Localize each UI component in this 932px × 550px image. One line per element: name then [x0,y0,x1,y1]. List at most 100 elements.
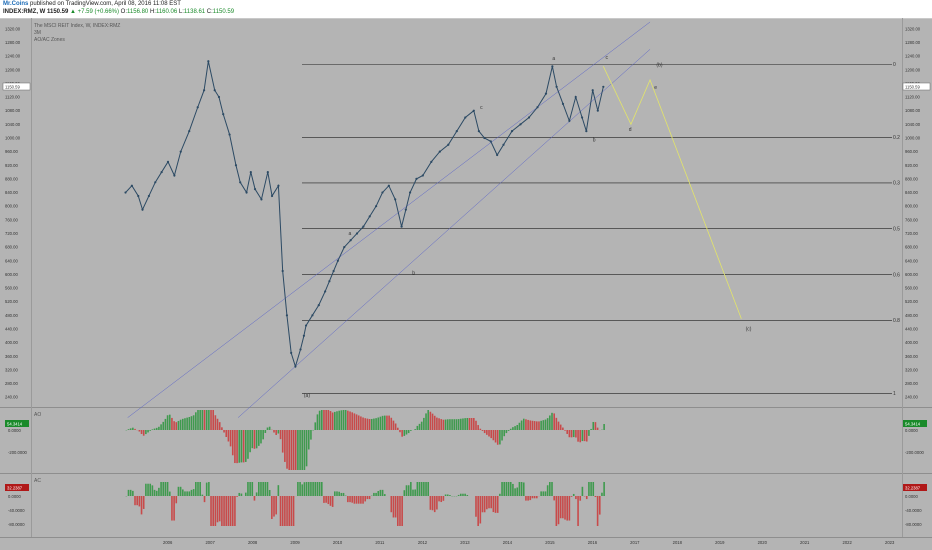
ac-bar [162,482,165,496]
price-point [430,160,433,163]
ac-bar [457,494,460,496]
y-tick-left-5: 1120.00 [5,95,20,100]
fib-level-label-5: 0.8 [893,318,900,324]
ao-bar [347,410,349,430]
price-axis-right[interactable]: 1320.001280.001240.001200.001160.001120.… [905,26,921,399]
ao-bar [449,419,451,430]
fibonacci-retracement[interactable]: 0 0.2 0.3 0.5 0.6 0.8 1 [302,62,900,397]
ao-bar [186,417,188,430]
ac-bar [281,496,284,526]
price-badge-right: 1150.59 [902,82,931,91]
ao-bar [383,415,386,430]
ao-bar [290,430,293,470]
ao-bar [373,418,375,430]
ao-bar [577,430,579,442]
wave-label-10: (c) [746,327,752,333]
ao-bar [425,413,427,430]
ao-bar [277,430,280,434]
price-point [304,324,308,327]
ac-bar [173,496,175,521]
ac-bar [168,491,171,496]
ao-bar [459,418,462,430]
ao-bar [227,430,230,442]
ao-bar [292,430,295,470]
ac-bar [132,490,134,496]
ac-bar [301,484,304,496]
y-tick-right-27: 240.00 [905,395,918,400]
y-tick-right-7: 1040.00 [905,122,921,127]
ac-bar [479,496,482,524]
y-tick-left-20: 520.00 [5,299,18,304]
close-value: 1150.59 [212,9,235,15]
ao-bar [249,430,251,453]
ac-bar [598,496,601,515]
wave-label-7: a [349,231,352,237]
ao-bar [462,418,464,430]
ac-bar [186,491,188,496]
ao-bar [251,430,254,449]
ao-bar [334,411,336,430]
ao-bar [147,430,149,433]
ao-bar [583,430,586,442]
ac-bar [323,496,325,503]
ac-labels: AC 32.2387 32.2387 0.0000 -40.0000 -80.0… [5,478,927,527]
ac-bar [234,496,236,526]
ac-bar [546,485,549,496]
y-tick-right-3: 1200.00 [905,67,921,72]
y-tick-right-12: 840.00 [905,190,918,195]
ao-bar [585,430,588,442]
ac-tick-left-1: -40.0000 [8,508,25,513]
ac-bar [596,496,599,526]
ac-bar [260,482,262,496]
wave-label-4: d [629,127,632,133]
ac-bar [236,496,238,497]
projection-path[interactable] [602,66,742,319]
ac-tick-right-1: -40.0000 [905,508,922,513]
ao-bar [397,427,399,430]
ac-bar [475,496,477,517]
price-point [496,153,499,157]
time-axis[interactable]: 2006 2007 2008 2009 2010 2011 2012 2013 2014 2015… [163,540,895,545]
price-point [228,133,231,136]
ac-bar [255,492,258,496]
ac-bar [431,496,434,511]
ac-bar [462,493,464,496]
y-tick-right-13: 800.00 [905,204,918,209]
ac-bar [292,496,295,526]
ac-bar [175,496,178,504]
ac-bar [314,482,317,496]
ao-bar [549,415,551,430]
ao-bar [566,430,569,434]
ac-bar [433,496,436,513]
ac-bar [216,496,219,523]
ao-bar [236,430,238,464]
ao-bar [479,428,482,430]
ao-bar [318,410,321,430]
y-tick-right-10: 920.00 [905,163,918,168]
ac-bar [221,496,223,526]
ao-bar [381,415,384,430]
ao-bar [407,430,410,434]
ao-bar [431,413,434,430]
ac-bar [360,496,362,504]
ac-bar [153,489,156,496]
ac-bar [575,496,577,500]
ao-bar [190,416,193,430]
publish-info: published on TradingView.com, April 08, … [30,1,181,7]
y-tick-left-17: 640.00 [5,258,18,263]
ao-bar [494,430,497,443]
ao-bar [355,414,358,430]
ac-bar [316,482,319,496]
ac-histogram [125,482,605,526]
trend-channel[interactable] [127,21,651,418]
price-point [130,184,133,187]
author-link[interactable]: Mr.Coins [3,1,29,7]
ac-bar [136,496,138,506]
ao-bar [520,420,523,430]
ac-bar [240,493,243,496]
y-tick-left-27: 240.00 [5,395,18,400]
ac-bar [507,482,510,496]
ac-bar [210,496,212,526]
